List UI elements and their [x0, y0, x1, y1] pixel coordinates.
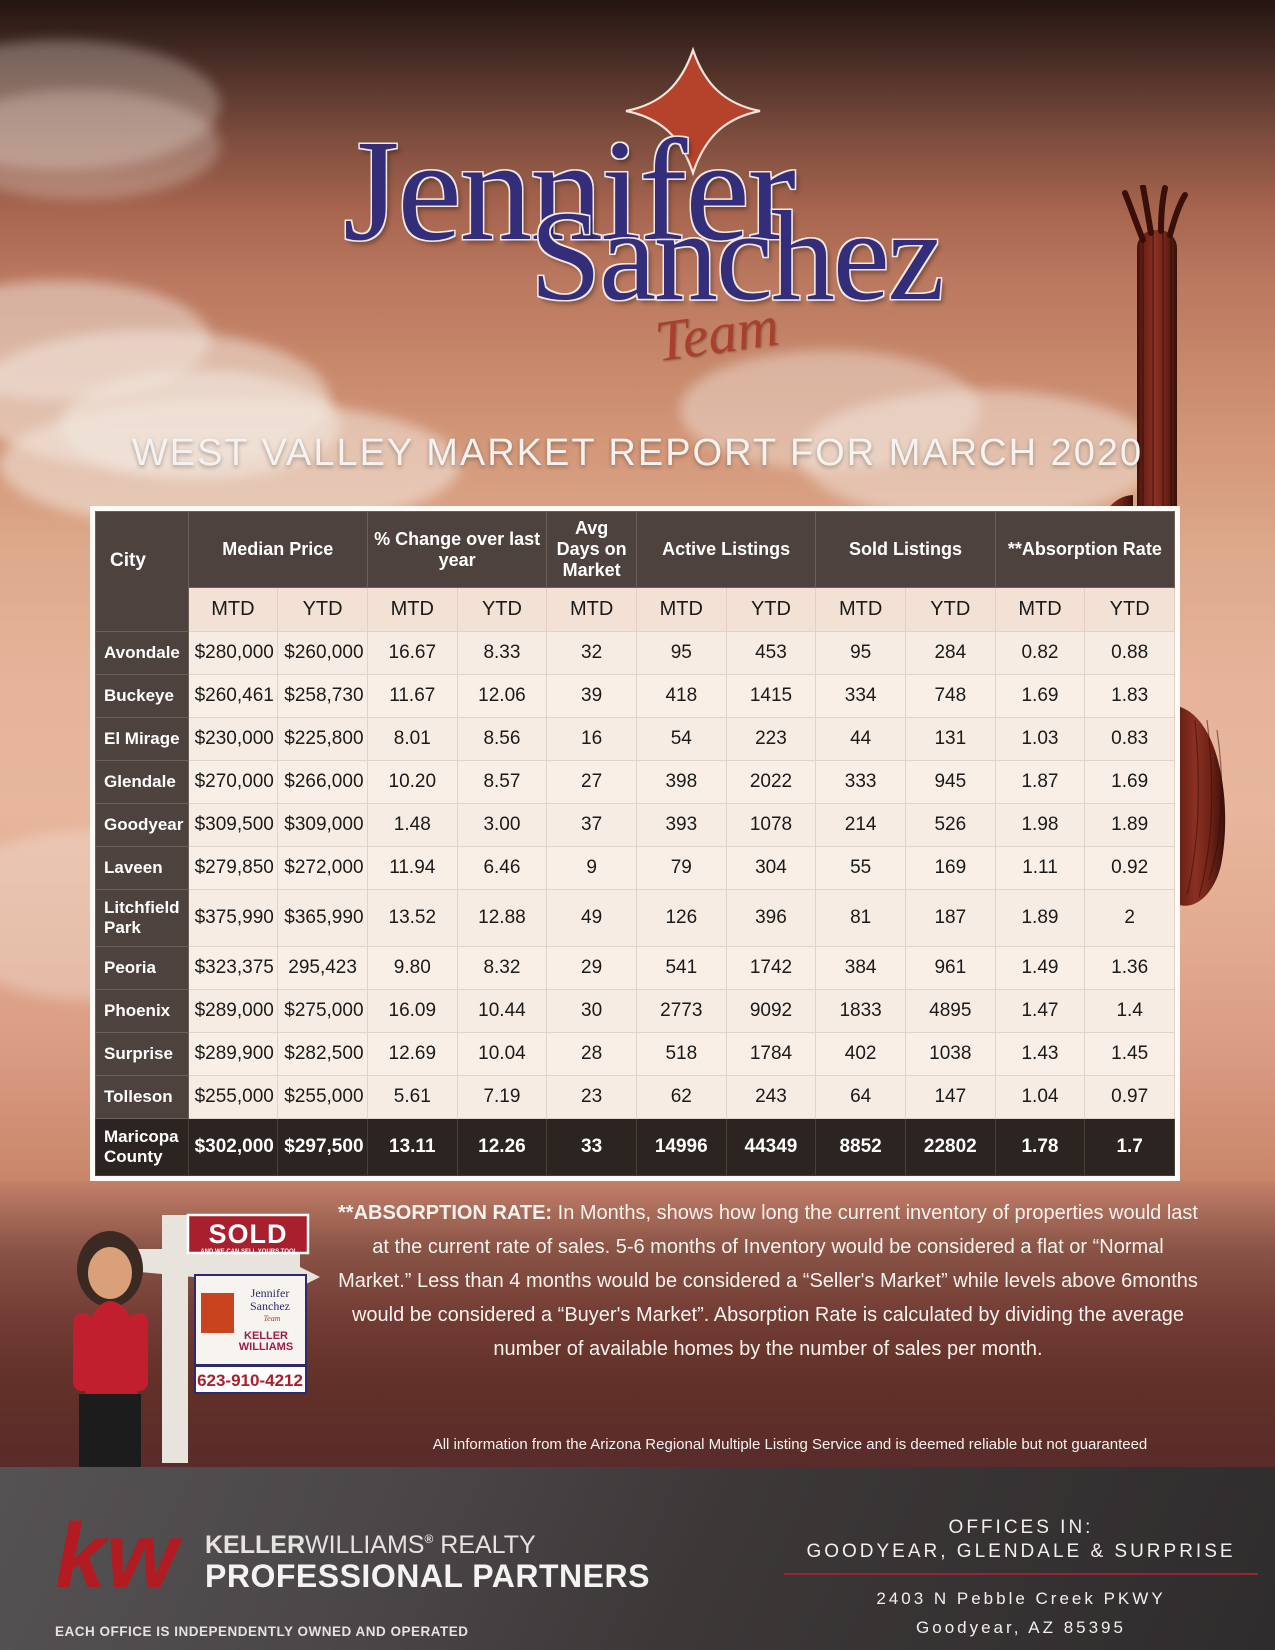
svg-text:623-910-4212: 623-910-4212 [197, 1371, 303, 1390]
svg-text:Sanchez: Sanchez [250, 1299, 290, 1313]
svg-text:SOLD: SOLD [208, 1219, 287, 1249]
svg-text:WILLIAMS: WILLIAMS [239, 1341, 293, 1353]
svg-text:KELLERWILLIAMS® REALTY: KELLERWILLIAMS® REALTY [205, 1531, 536, 1559]
svg-text:PROFESSIONAL PARTNERS: PROFESSIONAL PARTNERS [205, 1558, 650, 1594]
svg-text:kw: kw [55, 1507, 183, 1607]
svg-text:AND WE CAN SELL YOURS TOO!: AND WE CAN SELL YOURS TOO! [200, 1249, 295, 1255]
svg-text:Team: Team [263, 1314, 280, 1323]
svg-text:Jennifer: Jennifer [251, 1286, 290, 1300]
